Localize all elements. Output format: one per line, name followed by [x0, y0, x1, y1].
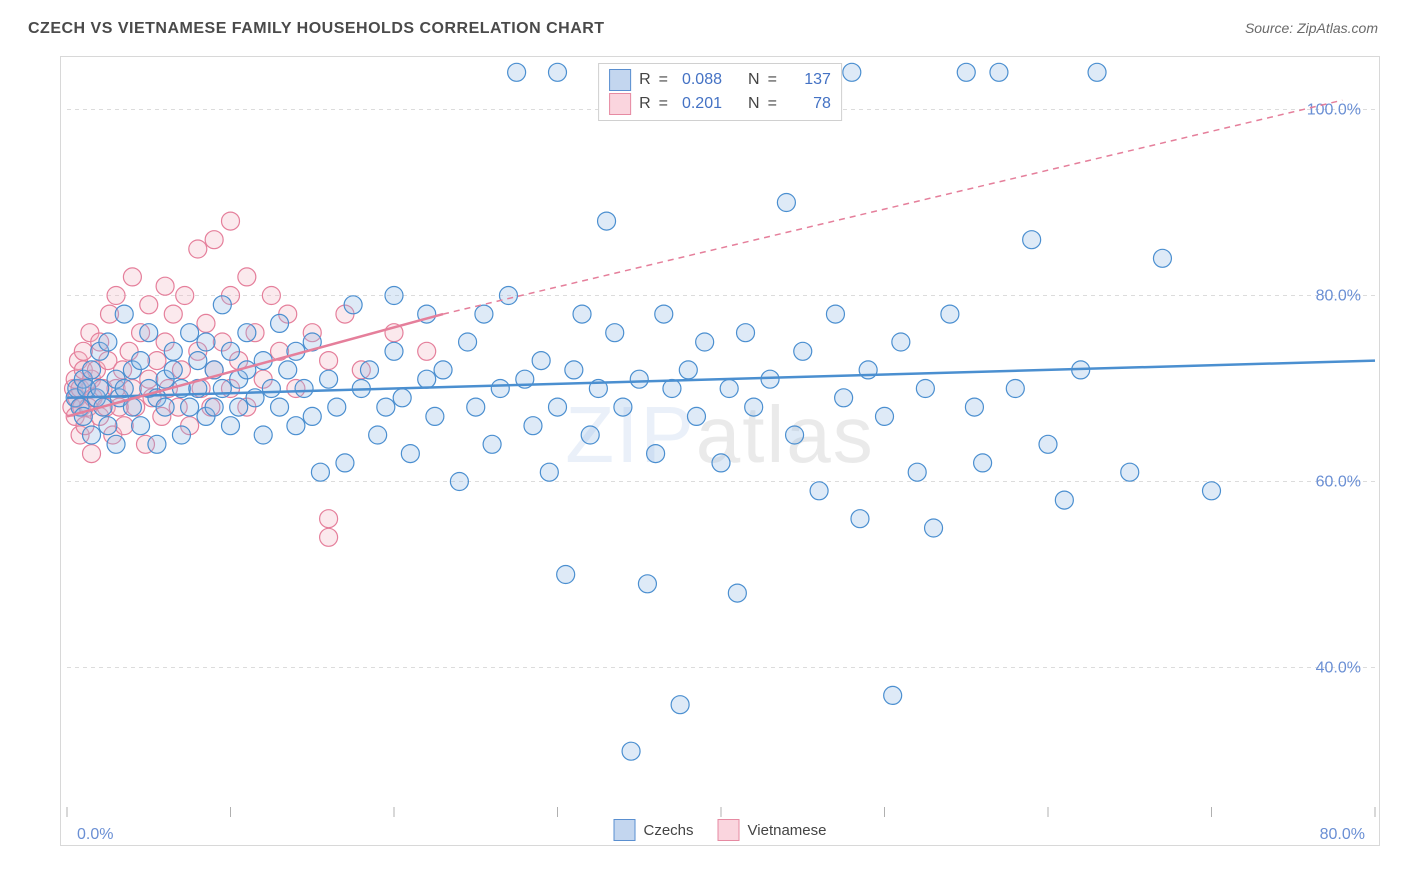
swatch-czechs — [609, 69, 631, 91]
legend-label-czechs: Czechs — [644, 822, 694, 839]
swatch-vietnamese — [609, 93, 631, 115]
scatter-plot: 40.0% 60.0% 80.0% 100.0% 0.0% 80.0% — [61, 57, 1379, 845]
svg-text:0.0%: 0.0% — [77, 826, 113, 843]
bottom-legend: Czechs Vietnamese — [614, 819, 827, 841]
stat-eq: = — [659, 92, 668, 116]
legend-swatch-vietnamese — [718, 819, 740, 841]
source-attribution: Source: ZipAtlas.com — [1245, 20, 1378, 36]
stat-r-value-vietnamese: 0.201 — [676, 92, 722, 116]
legend-label-vietnamese: Vietnamese — [748, 822, 827, 839]
stat-eq: = — [659, 68, 668, 92]
legend-swatch-czechs — [614, 819, 636, 841]
stat-r-label: R — [639, 92, 651, 116]
svg-text:100.0%: 100.0% — [1307, 102, 1361, 119]
stat-n-value-vietnamese: 78 — [785, 92, 831, 116]
stat-eq: = — [768, 92, 777, 116]
stats-legend-box: R = 0.088 N = 137 R = 0.201 N = 78 — [598, 63, 842, 121]
chart-title: CZECH VS VIETNAMESE FAMILY HOUSEHOLDS CO… — [28, 20, 605, 38]
stat-r-label: R — [639, 68, 651, 92]
stat-row-czechs: R = 0.088 N = 137 — [609, 68, 831, 92]
stat-r-value-czechs: 0.088 — [676, 68, 722, 92]
chart-container: ZIPatlas 40.0%60.0%80.0%100.0%0.0%80.0% … — [60, 56, 1380, 846]
svg-text:80.0%: 80.0% — [1316, 288, 1361, 305]
stat-n-value-czechs: 137 — [785, 68, 831, 92]
stat-n-label: N — [748, 68, 760, 92]
legend-item-czechs: Czechs — [614, 819, 694, 841]
svg-text:60.0%: 60.0% — [1316, 474, 1361, 491]
legend-item-vietnamese: Vietnamese — [718, 819, 827, 841]
svg-text:80.0%: 80.0% — [1320, 826, 1365, 843]
stat-n-label: N — [748, 92, 760, 116]
stat-row-vietnamese: R = 0.201 N = 78 — [609, 92, 831, 116]
svg-text:40.0%: 40.0% — [1316, 660, 1361, 677]
stat-eq: = — [768, 68, 777, 92]
